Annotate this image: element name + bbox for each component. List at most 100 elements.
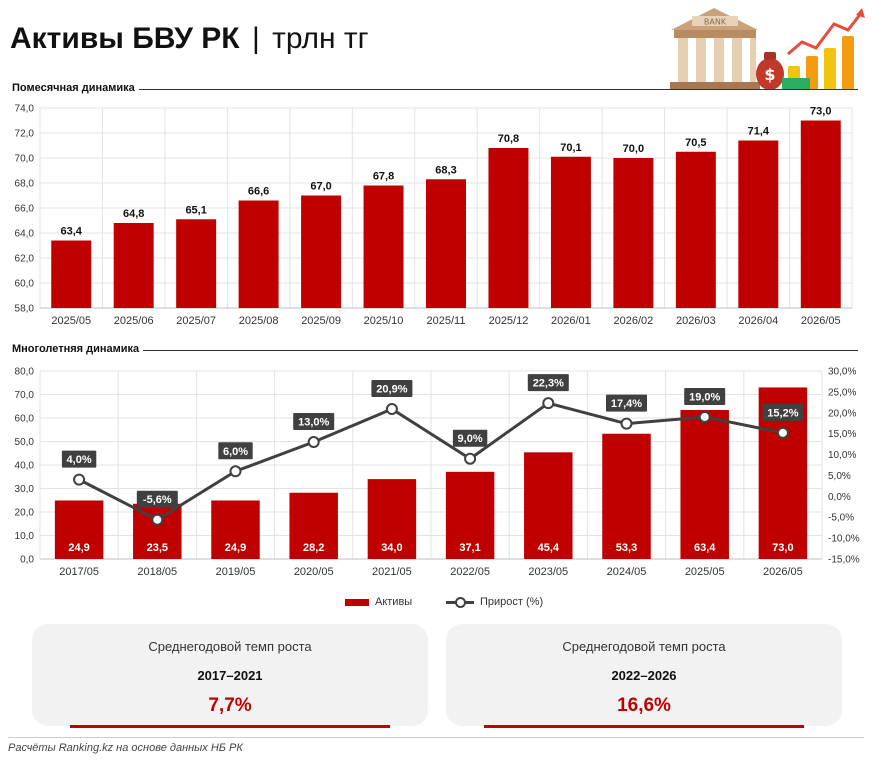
title-unit: трлн тг xyxy=(272,22,369,55)
bar xyxy=(445,471,495,559)
bar-value-label: 70,5 xyxy=(685,137,706,149)
x-tick-label: 2018/05 xyxy=(137,566,177,578)
growth-label-box xyxy=(136,490,178,508)
growth-point xyxy=(229,465,242,478)
growth-value-label: -5,6% xyxy=(143,494,172,506)
section-label-multiyear: Многолетняя динамика xyxy=(12,343,144,355)
x-tick-label: 2026/03 xyxy=(676,315,716,327)
y-right-tick-label: 15,0% xyxy=(828,429,856,440)
bar xyxy=(176,219,217,308)
bar-value-label: 66,6 xyxy=(248,186,269,198)
bar-value-label: 73,0 xyxy=(810,106,831,118)
x-tick-label: 2025/11 xyxy=(427,315,466,327)
y-right-tick-label: -5,0% xyxy=(828,513,854,524)
bar-value-label: 68,3 xyxy=(435,164,456,176)
legend-item-growth: Прирост (%) xyxy=(446,596,543,608)
growth-point xyxy=(620,417,633,430)
y-tick-label: 72,0 xyxy=(15,129,35,140)
growth-label-box xyxy=(293,413,335,431)
growth-value-label: 22,3% xyxy=(533,378,564,390)
y-tick-label: 74,0 xyxy=(15,104,35,115)
y-left-tick-label: 30,0 xyxy=(15,484,35,495)
title-separator: | xyxy=(251,22,260,55)
legend-swatch-line xyxy=(446,596,474,608)
growth-label-box xyxy=(684,387,726,405)
bar-value-label: 24,9 xyxy=(225,542,246,554)
title-main: Активы БВУ РК xyxy=(10,22,240,55)
y-left-tick-label: 80,0 xyxy=(15,367,35,378)
bar-value-label: 70,8 xyxy=(498,133,519,145)
bar-value-label: 37,1 xyxy=(459,542,480,554)
y-tick-label: 70,0 xyxy=(15,154,35,165)
bar xyxy=(426,179,466,308)
bar xyxy=(680,410,729,559)
x-tick-label: 2022/05 xyxy=(450,566,490,578)
x-tick-label: 2026/05 xyxy=(801,315,841,327)
growth-label-box xyxy=(371,380,413,398)
bar xyxy=(238,200,279,308)
bar-value-label: 73,0 xyxy=(772,542,793,554)
bar xyxy=(613,158,654,308)
growth-value-label: 9,0% xyxy=(458,433,483,445)
money-bag-icon: $ xyxy=(756,52,784,90)
y-tick-label: 58,0 xyxy=(15,304,35,315)
source-note: Расчёты Ranking.kz на основе данных НБ Р… xyxy=(8,742,243,754)
growth-line xyxy=(78,401,784,522)
section-rule-monthly xyxy=(14,89,858,90)
card-accent-line xyxy=(70,725,390,728)
bar-value-label: 65,1 xyxy=(185,204,206,216)
growth-point xyxy=(698,410,711,423)
x-tick-label: 2025/07 xyxy=(176,315,216,327)
bar xyxy=(550,156,591,308)
section-label-monthly: Помесячная динамика xyxy=(12,82,139,94)
bar-value-label: 63,4 xyxy=(694,542,716,554)
bar-value-label: 53,3 xyxy=(616,542,637,554)
x-tick-label: 2025/10 xyxy=(364,315,404,327)
bar xyxy=(738,140,779,308)
y-right-tick-label: 0,0% xyxy=(828,492,851,503)
bar-value-label: 28,2 xyxy=(303,542,324,554)
y-tick-label: 60,0 xyxy=(15,279,35,290)
bank-sign-text: BANK xyxy=(704,18,727,27)
bar-value-label: 63,4 xyxy=(61,226,83,238)
growth-label-box xyxy=(218,442,253,460)
growth-value-label: 6,0% xyxy=(223,446,248,458)
growth-label-box xyxy=(61,450,97,468)
bar xyxy=(211,500,260,559)
x-tick-label: 2025/08 xyxy=(239,315,279,327)
growth-point xyxy=(385,403,398,416)
money-bag-symbol: $ xyxy=(764,65,775,84)
card-value: 7,7% xyxy=(208,695,252,716)
x-tick-label: 2017/05 xyxy=(59,566,99,578)
bar xyxy=(301,195,342,308)
x-tick-label: 2019/05 xyxy=(216,566,256,578)
growth-label-box xyxy=(527,374,569,392)
growth-label-box xyxy=(762,403,804,421)
growth-value-label: 17,4% xyxy=(611,398,642,410)
growth-point xyxy=(776,426,789,439)
bar xyxy=(367,479,417,559)
bar xyxy=(524,452,573,559)
bar xyxy=(54,500,104,559)
growth-point xyxy=(73,473,86,486)
growth-value-label: 4,0% xyxy=(67,454,92,466)
y-right-tick-label: 25,0% xyxy=(828,387,856,398)
x-tick-label: 2026/05 xyxy=(763,566,803,578)
growth-value-label: 19,0% xyxy=(689,391,720,403)
bar xyxy=(602,433,651,559)
bar-value-label: 23,5 xyxy=(147,542,168,554)
cagr-card-2017-2021: Среднегодовой темп роста 2017–2021 7,7% xyxy=(32,624,428,728)
bar-value-label: 70,1 xyxy=(560,142,581,154)
growth-point xyxy=(307,436,320,449)
bar-value-label: 71,4 xyxy=(748,126,770,138)
growth-label-box xyxy=(452,429,488,447)
x-tick-label: 2026/02 xyxy=(614,315,654,327)
bar-value-label: 45,4 xyxy=(538,542,560,554)
section-rule-multiyear xyxy=(14,350,858,351)
coin-stacks-icon xyxy=(782,36,854,90)
x-tick-label: 2020/05 xyxy=(294,566,334,578)
card-period: 2022–2026 xyxy=(611,668,677,683)
legend-swatch-bar xyxy=(345,598,369,606)
bar-value-label: 70,0 xyxy=(623,143,644,155)
x-tick-label: 2025/12 xyxy=(489,315,529,327)
